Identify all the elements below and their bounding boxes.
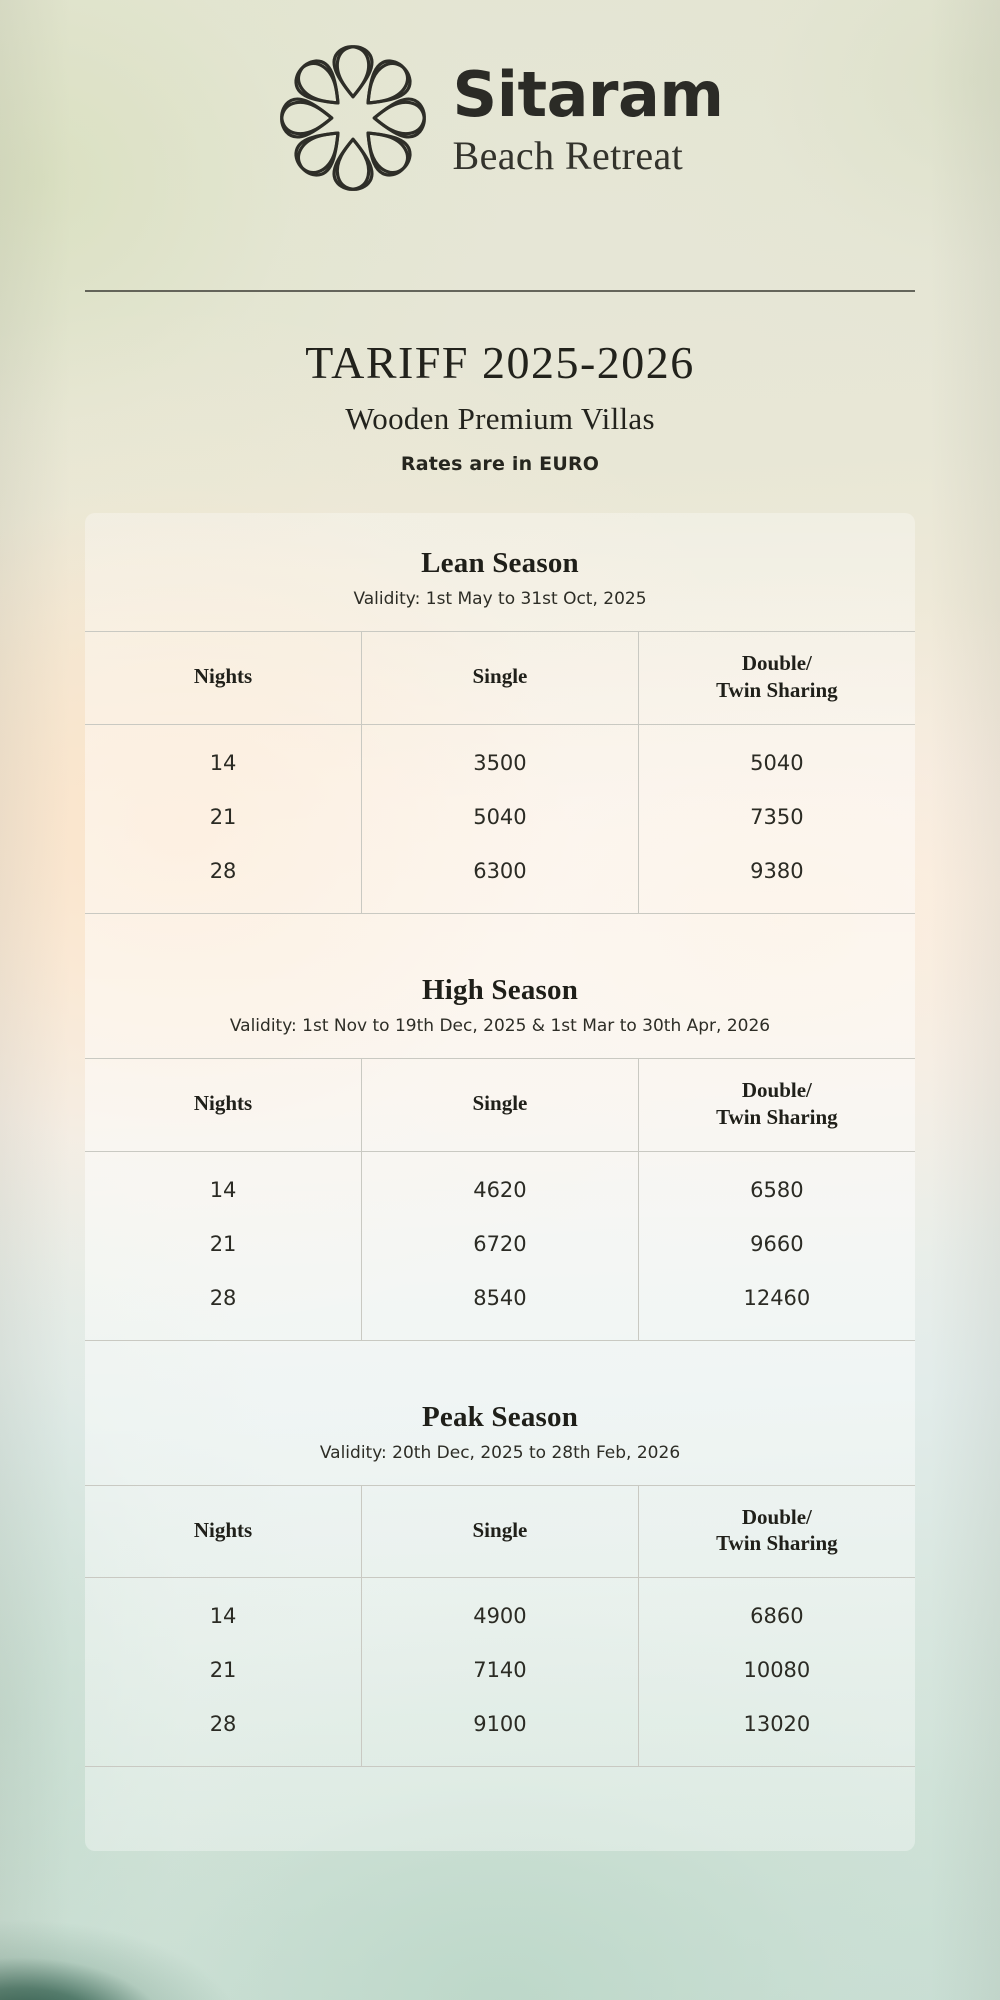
section-separator bbox=[85, 912, 915, 914]
cell-nights: 21 bbox=[209, 804, 237, 829]
column-header-single: Single bbox=[361, 1057, 639, 1152]
column-header-double-line2: Twin Sharing bbox=[716, 1531, 838, 1556]
page-title: TARIFF 2025-2026 bbox=[305, 337, 695, 388]
season-header: Peak Season Validity: 20th Dec, 2025 to … bbox=[85, 1367, 915, 1485]
season-header: Lean Season Validity: 1st May to 31st Oc… bbox=[85, 513, 915, 631]
column-header-double-twin: Double/ Twin Sharing bbox=[637, 631, 915, 725]
cell-double: 13020 bbox=[637, 1697, 915, 1767]
season-name: High Season bbox=[421, 973, 579, 1006]
season-name: Peak Season bbox=[421, 1400, 579, 1433]
tariff-title-block: TARIFF 2025-2026 Wooden Premium Villas R… bbox=[0, 336, 1000, 475]
section-separator bbox=[85, 1339, 915, 1341]
tariff-card: Lean Season Validity: 1st May to 31st Oc… bbox=[85, 513, 915, 1852]
cell-single: 3500 bbox=[361, 724, 639, 790]
tariff-table-high: Nights Single Double/ Twin Sharing 14 46… bbox=[85, 1057, 915, 1340]
column-header-single: Single bbox=[361, 1484, 639, 1579]
cell-single: 5040 bbox=[361, 789, 639, 844]
column-header-single: Single bbox=[361, 631, 639, 725]
cell-double: 6860 bbox=[637, 1577, 915, 1644]
tariff-table-peak: Nights Single Double/ Twin Sharing 14 49… bbox=[85, 1484, 915, 1767]
wordmark: Sitaram Beach Retreat bbox=[453, 60, 724, 176]
column-header-double-twin: Double/ Twin Sharing bbox=[637, 1057, 915, 1152]
currency-note: Rates are in EURO bbox=[400, 453, 600, 475]
season-validity: Validity: 20th Dec, 2025 to 28th Feb, 20… bbox=[319, 1442, 681, 1463]
section-gap bbox=[85, 914, 915, 940]
cell-nights: 14 bbox=[209, 1604, 237, 1629]
section-gap bbox=[85, 1341, 915, 1367]
season-block-peak: Peak Season Validity: 20th Dec, 2025 to … bbox=[85, 1367, 915, 1768]
table-row: 14 4900 6860 bbox=[85, 1577, 915, 1644]
table-row: 21 6720 9660 bbox=[85, 1216, 915, 1271]
column-header-double-line1: Double/ bbox=[741, 651, 812, 675]
cell-double: 12460 bbox=[637, 1270, 915, 1340]
column-header-nights: Nights bbox=[85, 1057, 362, 1152]
cell-nights: 14 bbox=[209, 1177, 237, 1202]
table-row: 28 9100 13020 bbox=[85, 1697, 915, 1767]
mandala-knot-logo-icon bbox=[277, 42, 429, 194]
brand-name: Sitaram bbox=[452, 58, 724, 131]
cell-double: 9380 bbox=[637, 843, 915, 913]
table-row: 21 5040 7350 bbox=[85, 789, 915, 844]
season-block-high: High Season Validity: 1st Nov to 19th De… bbox=[85, 940, 915, 1341]
table-row: 14 3500 5040 bbox=[85, 724, 915, 790]
season-validity: Validity: 1st May to 31st Oct, 2025 bbox=[353, 589, 647, 609]
cell-double: 9660 bbox=[637, 1216, 915, 1271]
cell-single: 4620 bbox=[361, 1151, 639, 1217]
cell-nights: 21 bbox=[209, 1231, 237, 1256]
table-row: 28 6300 9380 bbox=[85, 843, 915, 913]
page-subtitle: Wooden Premium Villas bbox=[345, 401, 655, 436]
table-row: 14 4620 6580 bbox=[85, 1151, 915, 1217]
column-header-double-line1: Double/ bbox=[741, 1504, 812, 1529]
season-block-lean: Lean Season Validity: 1st May to 31st Oc… bbox=[85, 513, 915, 914]
cell-nights: 28 bbox=[209, 858, 237, 883]
cell-single: 4900 bbox=[361, 1577, 639, 1644]
season-header: High Season Validity: 1st Nov to 19th De… bbox=[85, 940, 915, 1058]
section-separator bbox=[85, 1766, 915, 1768]
cell-double: 10080 bbox=[637, 1643, 915, 1698]
cell-single: 8540 bbox=[361, 1270, 639, 1340]
table-header-row: Nights Single Double/ Twin Sharing bbox=[85, 631, 915, 725]
cell-double: 5040 bbox=[637, 724, 915, 790]
table-row: 28 8540 12460 bbox=[85, 1270, 915, 1340]
tariff-table-lean: Nights Single Double/ Twin Sharing 14 35… bbox=[85, 631, 915, 913]
cell-nights: 28 bbox=[209, 1285, 237, 1310]
cell-single: 7140 bbox=[361, 1643, 639, 1698]
season-validity: Validity: 1st Nov to 19th Dec, 2025 & 1s… bbox=[229, 1015, 771, 1036]
cell-nights: 28 bbox=[209, 1712, 237, 1737]
cell-single: 9100 bbox=[361, 1697, 639, 1767]
column-header-double-line2: Twin Sharing bbox=[716, 1104, 838, 1129]
table-header-row: Nights Single Double/ Twin Sharing bbox=[85, 1484, 915, 1579]
table-header-row: Nights Single Double/ Twin Sharing bbox=[85, 1057, 915, 1152]
cell-nights: 21 bbox=[209, 1658, 237, 1683]
column-header-double-twin: Double/ Twin Sharing bbox=[637, 1484, 915, 1579]
cell-double: 6580 bbox=[637, 1151, 915, 1217]
column-header-nights: Nights bbox=[85, 631, 362, 725]
cell-single: 6720 bbox=[361, 1216, 639, 1271]
column-header-double-line1: Double/ bbox=[741, 1077, 812, 1102]
brand-tagline: Beach Retreat bbox=[452, 133, 684, 178]
header-divider bbox=[85, 290, 915, 292]
season-name: Lean Season bbox=[421, 547, 579, 579]
cell-nights: 14 bbox=[209, 750, 237, 775]
cell-single: 6300 bbox=[361, 843, 639, 913]
column-header-double-line2: Twin Sharing bbox=[716, 677, 838, 702]
column-header-nights: Nights bbox=[85, 1484, 362, 1579]
table-row: 21 7140 10080 bbox=[85, 1643, 915, 1698]
cell-double: 7350 bbox=[637, 789, 915, 844]
brand-header: Sitaram Beach Retreat bbox=[0, 0, 1000, 194]
